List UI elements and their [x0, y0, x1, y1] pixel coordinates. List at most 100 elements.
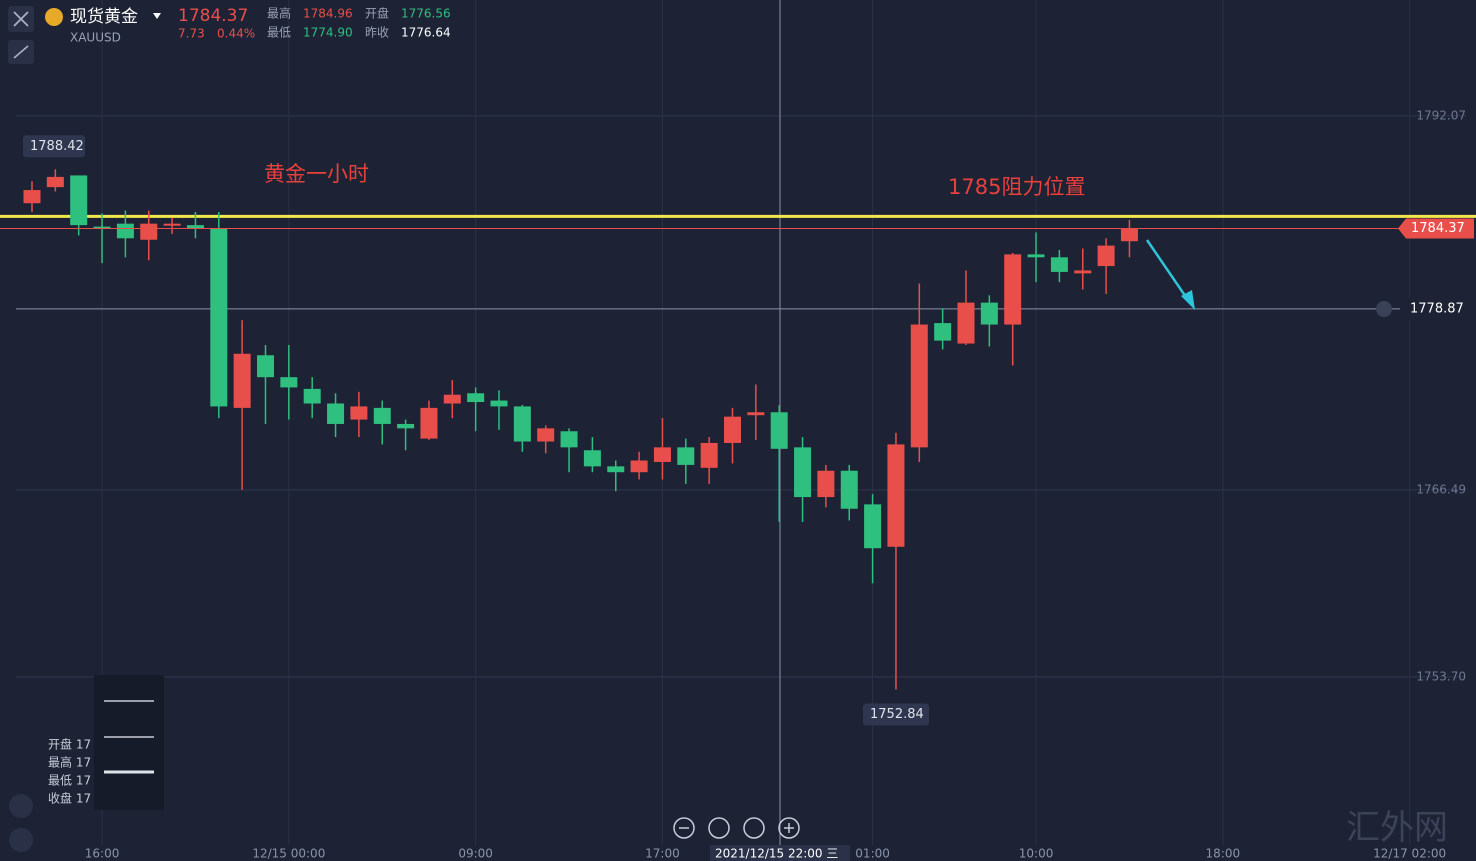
candle-body	[373, 407, 391, 424]
candle-body	[280, 377, 298, 388]
indicator-button[interactable]	[9, 794, 33, 818]
stat-label: 最低	[267, 26, 291, 40]
crosshair-price: 1778.87	[1410, 301, 1464, 316]
dropdown[interactable]	[153, 13, 161, 19]
stat-value: 1784.96	[303, 7, 353, 21]
candle-body	[163, 223, 181, 226]
candle-body	[257, 355, 274, 378]
next[interactable]	[743, 817, 765, 839]
prev[interactable]	[708, 817, 730, 839]
candle-body	[957, 302, 975, 344]
arrow-head	[1181, 290, 1195, 310]
candle-body	[653, 447, 671, 462]
candle-body	[350, 406, 368, 420]
candle-body	[93, 226, 111, 229]
candle-body	[490, 400, 508, 407]
legend-lines	[104, 700, 154, 738]
candle-body	[864, 504, 882, 549]
plot	[16, 0, 1466, 845]
candle-body	[934, 323, 952, 341]
crosshair-price-box	[1400, 297, 1472, 320]
x-tick-label: 09:00	[458, 847, 493, 861]
candle-body	[840, 470, 858, 509]
x-tick-label: 12/15 00:00	[252, 847, 325, 861]
candle-body	[1050, 257, 1068, 272]
x-tick-label: 16:00	[85, 847, 120, 861]
close-icon	[13, 11, 29, 27]
y-tick-label: 1753.70	[1416, 669, 1466, 683]
zoom-out[interactable]	[673, 817, 695, 839]
stat-value: 1776.64	[401, 26, 451, 40]
candle-body	[747, 412, 765, 416]
candle-body	[23, 190, 41, 204]
candle-body	[537, 428, 555, 442]
candle-body	[700, 442, 718, 468]
x-tick-label: 17:00	[645, 847, 680, 861]
candle-body	[770, 412, 788, 449]
x-tick-label: 01:00	[855, 847, 890, 861]
candle-body	[397, 423, 415, 429]
legend-box	[94, 675, 164, 810]
candle-body	[1074, 270, 1092, 274]
candle-body	[233, 353, 251, 408]
stat-label: 最高	[267, 6, 291, 21]
candle-body	[1027, 254, 1045, 258]
candle-body	[677, 447, 695, 465]
candle-body	[116, 223, 134, 239]
candle-body	[980, 302, 998, 325]
candle-body	[817, 470, 835, 498]
candle-body	[420, 407, 438, 439]
zoom-in[interactable]	[778, 817, 800, 839]
candle-body	[887, 444, 905, 547]
zoom-controls	[673, 817, 800, 839]
change-pct: 0.44%	[217, 27, 255, 41]
high-box	[23, 135, 85, 158]
stat-value: 1776.56	[401, 7, 451, 21]
low-box	[863, 703, 929, 726]
candle-body	[46, 176, 64, 188]
arrow	[1145, 239, 1190, 301]
candle-body	[186, 225, 204, 229]
candle-body	[210, 228, 228, 407]
y-tick-label: 1792.07	[1416, 108, 1466, 122]
resistance-label: 1785阻力位置	[948, 175, 1085, 199]
candle-body	[70, 175, 88, 226]
stat-value: 1774.90	[303, 26, 353, 40]
shrink-icon	[13, 45, 29, 59]
legend-text: 最低 17	[48, 774, 91, 788]
candle-body	[583, 450, 601, 467]
symbol-code: XAUUSD	[70, 31, 121, 45]
x-tick-label: 18:00	[1206, 847, 1241, 861]
candle-body	[630, 460, 648, 473]
candle-body	[724, 416, 741, 443]
last-price: 1784.37	[178, 6, 248, 26]
symbol-name: 现货黄金	[70, 7, 138, 27]
watermark: 汇外网	[1346, 808, 1448, 848]
candle-body	[607, 466, 625, 473]
candle-body	[1097, 245, 1115, 267]
crosshair-x-label: 2021/12/15 22:00 三	[715, 847, 838, 861]
gold-icon	[45, 8, 63, 26]
candle-body	[513, 406, 531, 442]
stat-label: 昨收	[365, 26, 389, 40]
low-label: 1752.84	[870, 707, 924, 722]
candle-body	[1120, 228, 1138, 242]
last-price-label: 1784.37	[1411, 221, 1465, 236]
legend-text: 收盘 17	[48, 791, 91, 806]
chart-title: 黄金一小时	[264, 162, 369, 186]
high-label: 1788.42	[30, 139, 84, 154]
x-tick-label: 10:00	[1019, 847, 1054, 861]
legend-text: 开盘 17	[48, 737, 91, 752]
candle-body	[910, 324, 928, 448]
candle-body	[560, 431, 578, 448]
stat-label: 开盘	[365, 6, 389, 21]
candle-body	[443, 394, 461, 404]
y-tick-label: 1766.49	[1416, 482, 1466, 496]
x-tick-label: 12/17 02:00	[1373, 847, 1446, 861]
last-price-tag	[1398, 218, 1474, 239]
candle-body	[327, 403, 345, 424]
candle-body	[467, 393, 485, 403]
candle-body	[794, 447, 812, 498]
candle-body	[140, 223, 158, 240]
draw-button[interactable]	[9, 828, 33, 852]
